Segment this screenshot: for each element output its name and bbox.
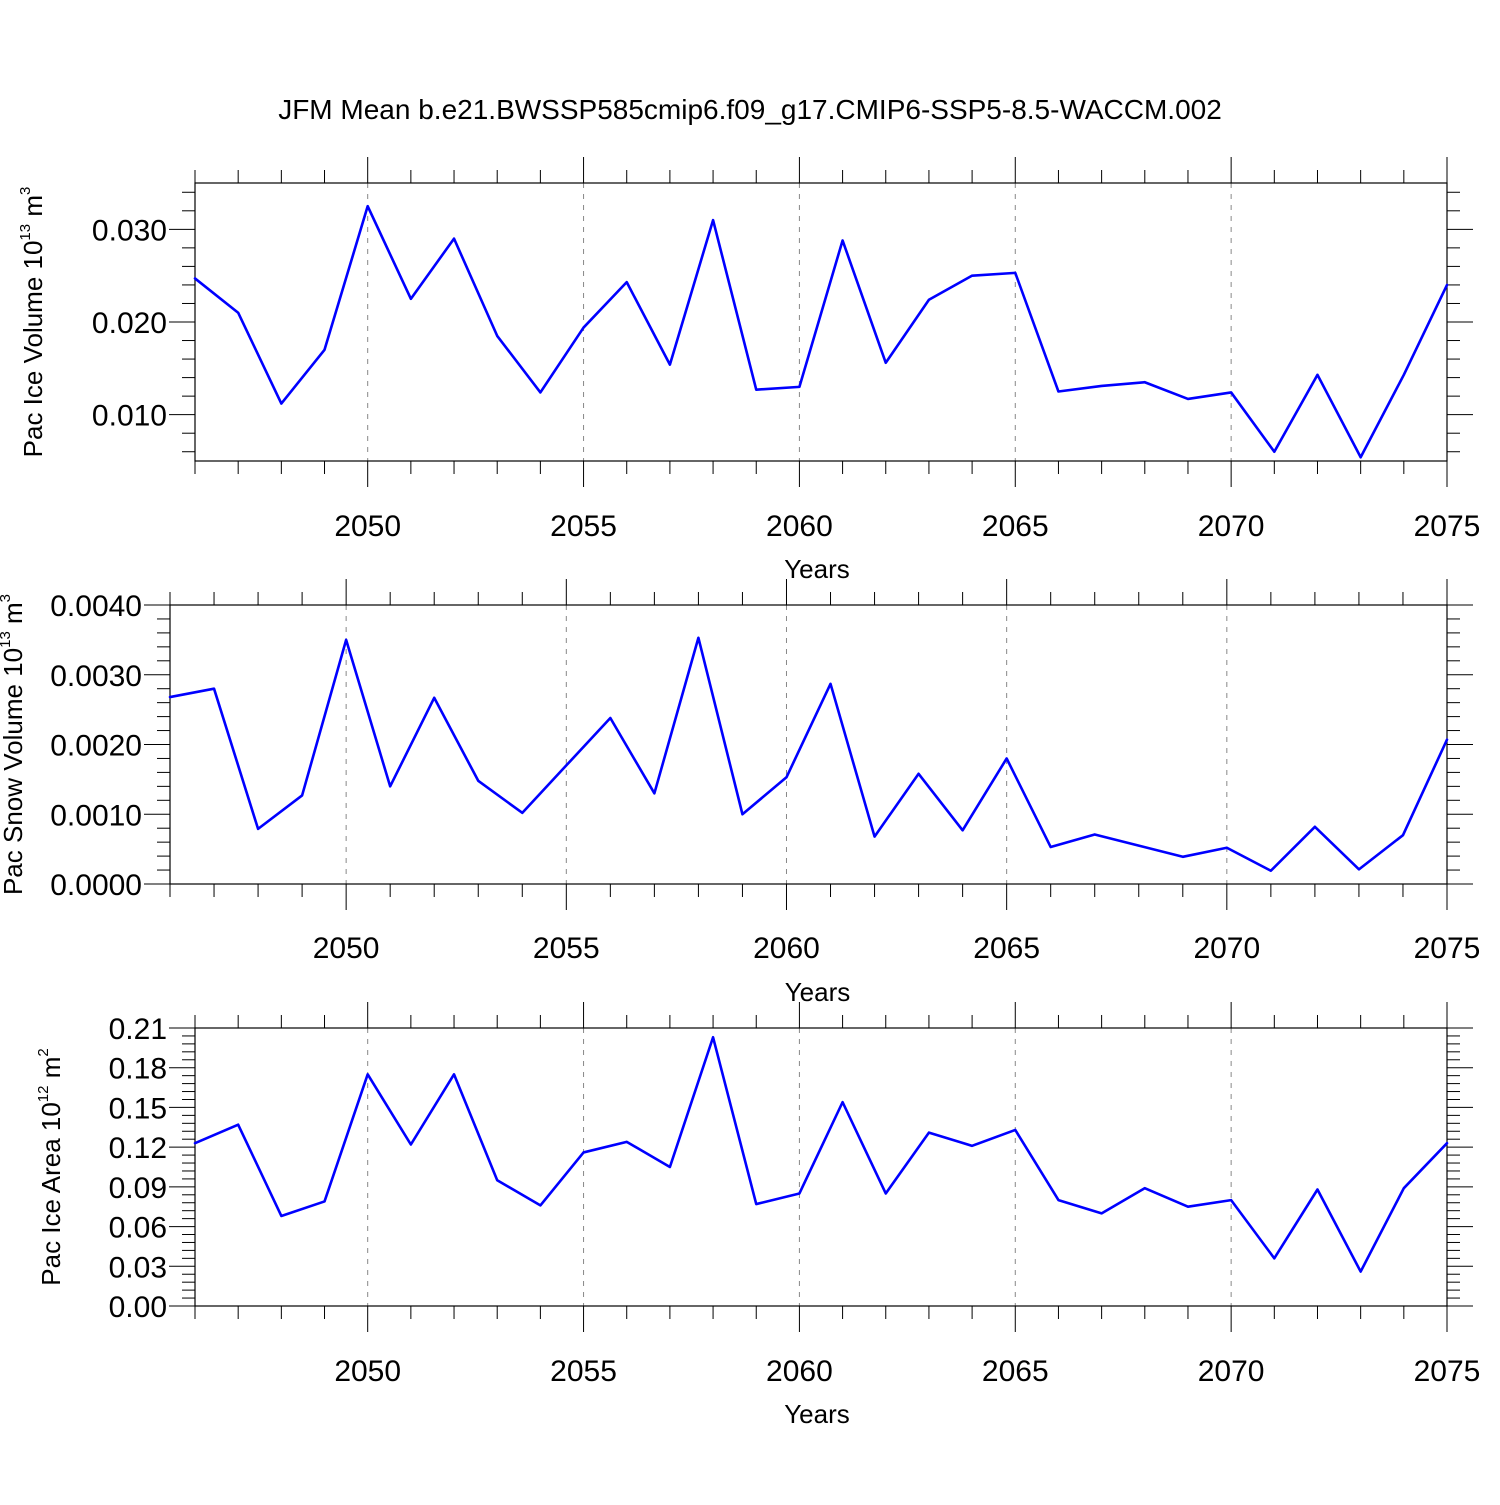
series-line — [168, 636, 1449, 873]
x-tick-label: 2065 — [982, 1355, 1049, 1388]
y-tick-label: 0.00 — [109, 1291, 167, 1324]
y-axis-label-superscript: 12 — [35, 1085, 52, 1102]
x-tick-label: 2060 — [766, 1355, 833, 1388]
series-line — [193, 204, 1449, 459]
x-tick-label: 2065 — [982, 510, 1049, 543]
plot-frame — [194, 182, 1448, 462]
figure-title: JFM Mean b.e21.BWSSP585cmip6.f09_g17.CMI… — [278, 94, 1222, 125]
y-tick-label: 0.020 — [92, 307, 167, 340]
y-tick-label: 0.06 — [109, 1212, 167, 1245]
y-tick-label: 0.0020 — [50, 730, 142, 763]
y-axis-label: Pac Ice Volume 1013 m3 — [17, 187, 48, 458]
y-axis-label: Pac Ice Area 1012 m2 — [35, 1048, 66, 1285]
x-axis-label: Years — [784, 554, 850, 584]
y-axis-label-superscript: 3 — [0, 594, 14, 602]
y-axis-label-part: Pac Snow Volume 10 — [0, 648, 28, 895]
y-tick-label: 0.0000 — [50, 869, 142, 902]
panel-2: 0.0000 0.0010 0.0020 0.0030 0.0040 2050 2055 20… — [0, 579, 1480, 1007]
y-tick-label: 0.010 — [92, 400, 167, 433]
x-tick-label: 2070 — [1198, 1355, 1265, 1388]
y-axis-label-part: Pac Ice Area 10 — [36, 1102, 66, 1286]
plot-frame — [169, 604, 1448, 885]
x-tick-label: 2060 — [766, 510, 833, 543]
x-axis-label: Years — [785, 977, 851, 1007]
y-tick-label: 0.030 — [92, 214, 167, 247]
y-tick-label: 0.21 — [109, 1013, 167, 1046]
x-tick-label: 2050 — [313, 932, 380, 965]
series-line — [193, 1035, 1449, 1273]
y-tick-label: 0.03 — [109, 1251, 167, 1284]
x-tick-label: 2070 — [1198, 510, 1265, 543]
y-axis-label-part: m — [36, 1057, 66, 1086]
x-tick-label: 2075 — [1414, 932, 1481, 965]
x-tick-label: 2050 — [334, 510, 401, 543]
y-axis-label-superscript: 13 — [0, 631, 14, 648]
y-tick-label: 0.0040 — [50, 590, 142, 623]
x-tick-label: 2055 — [533, 932, 600, 965]
plot-frame — [194, 1027, 1448, 1307]
x-tick-label: 2055 — [550, 510, 617, 543]
y-axis-label-part: Pac Ice Volume 10 — [18, 241, 48, 458]
x-tick-label: 2055 — [550, 1355, 617, 1388]
x-axis-label: Years — [784, 1399, 850, 1429]
y-axis-label-part: m — [0, 602, 28, 631]
panel-1: 0.010 0.020 0.030 2050 2055 2060 2065 2070 2075 Y… — [17, 157, 1480, 584]
x-tick-label: 2050 — [334, 1355, 401, 1388]
panel-3: 0.00 0.03 0.06 0.09 0.12 0.15 0.18 0.21 2050 2055… — [35, 1002, 1480, 1429]
y-tick-label: 0.12 — [109, 1132, 167, 1165]
y-tick-label: 0.0010 — [50, 799, 142, 832]
y-tick-label: 0.18 — [109, 1053, 167, 1086]
x-tick-label: 2075 — [1414, 1355, 1481, 1388]
x-tick-label: 2065 — [973, 932, 1040, 965]
y-axis-label-part: m — [18, 195, 48, 224]
x-tick-label: 2060 — [753, 932, 820, 965]
x-tick-label: 2075 — [1414, 510, 1481, 543]
y-tick-label: 0.15 — [109, 1092, 167, 1125]
y-tick-label: 0.09 — [109, 1172, 167, 1205]
x-tick-label: 2070 — [1193, 932, 1260, 965]
y-axis-label-superscript: 3 — [17, 187, 34, 195]
y-axis-label-superscript: 2 — [35, 1048, 52, 1056]
y-tick-label: 0.0030 — [50, 660, 142, 693]
y-axis-label-superscript: 13 — [17, 224, 34, 241]
y-axis-label: Pac Snow Volume 1013 m3 — [0, 594, 28, 895]
